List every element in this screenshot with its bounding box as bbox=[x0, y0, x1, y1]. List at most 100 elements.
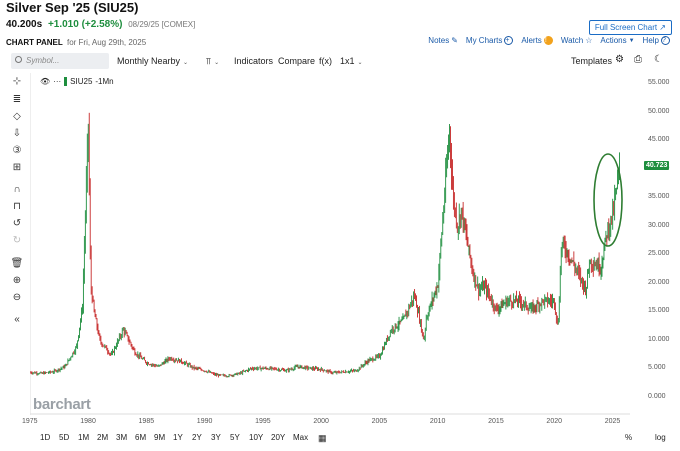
percent-toggle[interactable]: % bbox=[625, 433, 633, 442]
range-6m[interactable]: 6M bbox=[135, 433, 147, 442]
x-tick-label: 2015 bbox=[488, 418, 504, 425]
help-link[interactable]: Help? bbox=[643, 36, 670, 45]
last-price: 40.200s bbox=[6, 19, 43, 30]
y-tick-label: 5.000 bbox=[648, 364, 666, 372]
shapes-icon[interactable]: ◇ bbox=[13, 111, 21, 122]
symbol-search-input[interactable]: Symbol... bbox=[11, 53, 109, 69]
star-icon: ☆ bbox=[585, 36, 593, 45]
legend-symbol: SIU25 bbox=[70, 77, 93, 86]
layout-label: 1x1 bbox=[340, 56, 355, 66]
menu-dots-icon[interactable]: ··· bbox=[53, 77, 62, 86]
series-legend[interactable]: 👁 ··· SIU25 -1Mn bbox=[40, 77, 114, 86]
templates-button[interactable]: Templates bbox=[571, 56, 613, 66]
barchart-logo: barchart bbox=[33, 396, 91, 413]
calendar-icon[interactable]: ▦ bbox=[318, 433, 327, 443]
undo-icon[interactable]: ↺ bbox=[12, 218, 22, 229]
x-tick-label: 1985 bbox=[138, 418, 155, 425]
period-select[interactable]: Monthly Nearby ⌄ bbox=[117, 56, 188, 66]
search-icon bbox=[15, 56, 22, 63]
range-5y[interactable]: 5Y bbox=[230, 433, 240, 442]
range-10y[interactable]: 10Y bbox=[249, 433, 264, 442]
watch-link[interactable]: Watch ☆ bbox=[561, 36, 593, 45]
range-9m[interactable]: 9M bbox=[154, 433, 166, 442]
y-tick-label: 55.000 bbox=[648, 79, 670, 86]
panel-date: for Fri, Aug 29th, 2025 bbox=[66, 38, 147, 47]
x-tick-label: 2010 bbox=[429, 418, 446, 425]
range-20y[interactable]: 20Y bbox=[271, 433, 286, 442]
alerts-link[interactable]: Alerts! bbox=[521, 36, 553, 45]
y-tick-label: 0.000 bbox=[648, 393, 666, 400]
x-tick-label: 1990 bbox=[196, 418, 213, 425]
x-tick-label: 2005 bbox=[371, 418, 388, 425]
lock-icon[interactable]: ⊓ bbox=[13, 201, 21, 212]
series-swatch bbox=[64, 77, 68, 86]
fx-button[interactable]: f(x) bbox=[319, 56, 332, 66]
alerts-label: Alerts bbox=[521, 36, 542, 45]
indicators-button[interactable]: Indicators bbox=[234, 56, 274, 66]
quote-date: 08/29/25 [COMEX] bbox=[128, 20, 196, 29]
actions-menu[interactable]: Actions ▼ bbox=[600, 36, 634, 45]
plus-icon: + bbox=[504, 36, 514, 45]
watch-label: Watch bbox=[560, 36, 584, 45]
eye-icon[interactable]: 👁 bbox=[40, 77, 51, 86]
edit-icon: ✎ bbox=[451, 36, 458, 45]
help-icon: ? bbox=[661, 36, 670, 45]
y-tick-label: 45.000 bbox=[648, 136, 670, 144]
gear-icon[interactable]: ⚙ bbox=[615, 54, 624, 65]
notes-label: Notes bbox=[428, 36, 450, 45]
magnet-icon[interactable]: ∩ bbox=[13, 184, 21, 195]
range-1d[interactable]: 1D bbox=[40, 433, 51, 442]
y-tick-label: 30.000 bbox=[648, 221, 670, 229]
quote-line: 40.200s +1.010 (+2.58%) 08/29/25 [COMEX] bbox=[6, 19, 195, 30]
page-title: Silver Sep '25 (SIU25) bbox=[6, 0, 139, 15]
x-tick-label: 2000 bbox=[313, 418, 329, 425]
range-2y[interactable]: 2Y bbox=[192, 433, 202, 442]
range-max[interactable]: Max bbox=[293, 433, 309, 442]
x-tick-label: 1980 bbox=[80, 418, 96, 425]
draw-tools-icon[interactable]: ≣ bbox=[12, 94, 22, 105]
zoom-out-icon[interactable]: ⊖ bbox=[12, 292, 22, 303]
compare-button[interactable]: Compare bbox=[278, 56, 316, 66]
notes-link[interactable]: Notes ✎ bbox=[428, 36, 458, 45]
log-toggle[interactable]: log bbox=[655, 433, 666, 442]
my-charts-link[interactable]: My Charts + bbox=[465, 36, 514, 45]
crosshair-icon[interactable]: ⊹ bbox=[12, 76, 22, 87]
chart-toolbar: Symbol... Monthly Nearby ⌄ ⫪ ⌄ Indicators … bbox=[0, 51, 680, 71]
range-3y[interactable]: 3Y bbox=[211, 433, 221, 442]
last-price-badge: 40.723 bbox=[644, 160, 670, 170]
chart-panel-label: CHART PANEL for Fri, Aug 29th, 2025 bbox=[6, 38, 146, 47]
my-charts-label: My Charts bbox=[465, 36, 503, 45]
caret-down-icon: ▼ bbox=[628, 37, 635, 44]
price-chart[interactable] bbox=[30, 73, 630, 415]
trash-icon[interactable]: 🗑 bbox=[10, 258, 24, 269]
y-axis[interactable]: 55.00050.00045.00040.00035.00030.00025.0… bbox=[648, 73, 678, 415]
chevron-down-icon: ⌄ bbox=[214, 60, 220, 66]
moon-icon[interactable]: ☾ bbox=[654, 54, 663, 65]
measure-icon[interactable]: ⊞ bbox=[12, 162, 22, 173]
range-1m[interactable]: 1M bbox=[78, 433, 90, 442]
chevron-down-icon: ⌄ bbox=[183, 60, 189, 66]
camera-icon[interactable]: ⎙ bbox=[634, 54, 642, 65]
chart-type-select[interactable]: ⫪ ⌄ bbox=[206, 56, 219, 67]
legend-interval: -1Mn bbox=[95, 77, 114, 86]
x-axis[interactable]: 1975 1980 1985 1990 1995 2000 2005 2010 2015 2020… bbox=[0, 418, 640, 430]
range-3m[interactable]: 3M bbox=[116, 433, 128, 442]
full-screen-chart-button[interactable]: Full Screen Chart ↗ bbox=[588, 20, 672, 35]
arrow-icon[interactable]: ⇩ bbox=[12, 128, 22, 139]
redo-icon[interactable]: ↻ bbox=[12, 235, 22, 246]
y-tick-label: 50.000 bbox=[648, 107, 670, 115]
y-tick-label: 15.000 bbox=[648, 307, 670, 315]
collapse-icon[interactable]: « bbox=[14, 314, 20, 325]
price-bars bbox=[30, 112, 620, 378]
numbered-icon[interactable]: ③ bbox=[12, 145, 22, 156]
x-tick-label: 2020 bbox=[546, 418, 562, 425]
help-label: Help bbox=[642, 36, 659, 45]
top-links: Notes ✎ My Charts + Alerts! Watch ☆ Actions… bbox=[428, 36, 670, 45]
zoom-in-icon[interactable]: ⊕ bbox=[12, 275, 22, 286]
range-selector: ▦ % log 1D 5D 1M 2M 3M 6M 9M 1Y 2Y 3Y 5Y 10Y 20Y Max bbox=[0, 432, 680, 446]
range-2m[interactable]: 2M bbox=[97, 433, 109, 442]
layout-select[interactable]: 1x1 ⌄ bbox=[340, 56, 363, 66]
range-5d[interactable]: 5D bbox=[59, 433, 70, 442]
range-1y[interactable]: 1Y bbox=[173, 433, 183, 442]
actions-label: Actions bbox=[600, 36, 627, 45]
